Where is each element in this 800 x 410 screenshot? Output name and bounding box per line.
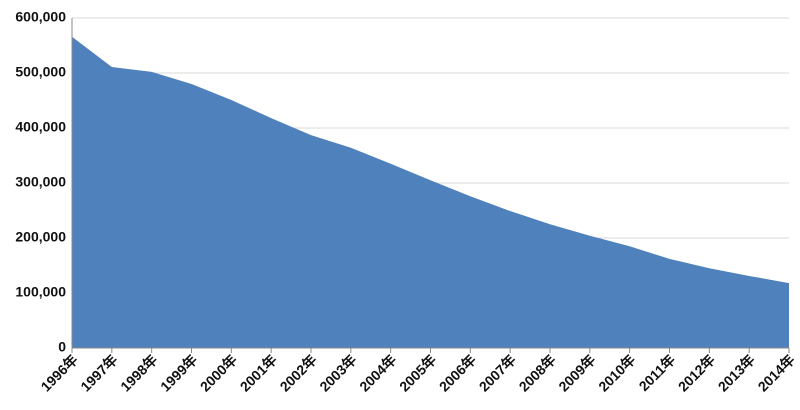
x-tick-label: 2003年 <box>316 351 359 394</box>
x-tick-label: 2004年 <box>356 351 399 394</box>
x-tick-label: 1999年 <box>157 351 200 394</box>
x-tick-label: 2007年 <box>476 351 519 394</box>
y-tick-label: 200,000 <box>15 229 66 245</box>
y-tick-label: 500,000 <box>15 64 66 80</box>
y-tick-label: 0 <box>58 339 66 355</box>
x-tick-label: 2006年 <box>436 351 479 394</box>
x-tick-label: 1998年 <box>117 351 160 394</box>
area <box>72 36 789 348</box>
x-tick-label: 2011年 <box>636 351 679 394</box>
x-tick-label: 2002年 <box>276 351 319 394</box>
x-tick-label: 1996年 <box>37 351 80 394</box>
x-tick-label: 2010年 <box>595 351 638 394</box>
x-tick-label: 2012年 <box>675 351 718 394</box>
x-tick-label: 2014年 <box>754 351 797 394</box>
x-tick-label: 2001年 <box>237 351 280 394</box>
y-tick-label: 100,000 <box>15 284 66 300</box>
y-tick-label: 600,000 <box>15 9 66 25</box>
y-tick-label: 300,000 <box>15 174 66 190</box>
x-tick-label: 2000年 <box>197 351 240 394</box>
y-tick-label: 400,000 <box>15 119 66 135</box>
x-tick-label: 2008年 <box>515 351 558 394</box>
x-tick-label: 2005年 <box>396 351 439 394</box>
x-tick-label: 2013年 <box>715 351 758 394</box>
x-tick-label: 1997年 <box>77 351 120 394</box>
x-tick-label: 2009年 <box>555 351 598 394</box>
